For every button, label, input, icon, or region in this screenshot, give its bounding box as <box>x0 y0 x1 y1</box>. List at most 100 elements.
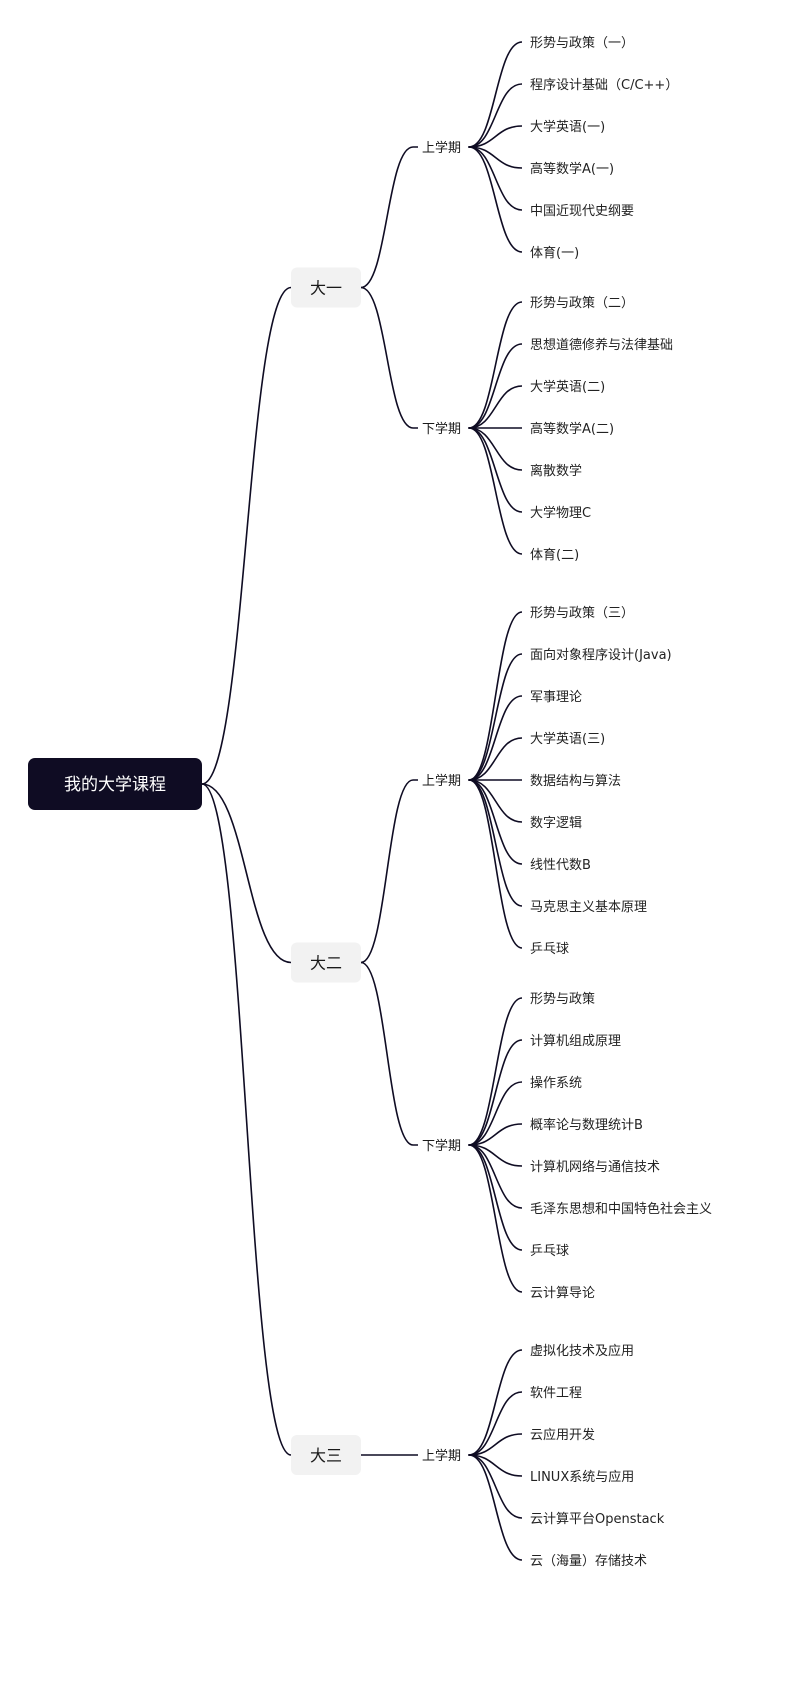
link-term-to-course <box>468 1144 523 1293</box>
link-term-to-course <box>468 385 523 429</box>
link-year-to-term <box>360 779 414 964</box>
mindmap-links <box>201 41 523 1561</box>
link-term-to-course <box>468 146 523 211</box>
link-year-to-term <box>360 961 414 1146</box>
root-node[interactable]: 我的大学课程 <box>28 758 202 810</box>
course-node[interactable]: 思想道德修养与法律基础 <box>530 337 673 353</box>
course-node[interactable]: 操作系统 <box>530 1075 582 1091</box>
link-term-to-course <box>468 1454 523 1477</box>
course-node[interactable]: 计算机组成原理 <box>530 1034 621 1049</box>
course-node[interactable]: 面向对象程序设计(Java) <box>530 647 672 663</box>
term-node-label: 上学期 <box>422 1448 461 1464</box>
link-year-to-term <box>360 146 414 289</box>
link-term-to-course <box>468 1123 523 1146</box>
link-term-to-course <box>468 737 523 781</box>
course-node[interactable]: 马克思主义基本原理 <box>530 900 647 915</box>
course-node[interactable]: 高等数学A(二) <box>530 421 614 437</box>
course-node[interactable]: 数字逻辑 <box>530 816 582 831</box>
course-node[interactable]: 大学英语(一) <box>530 119 605 135</box>
term-node[interactable]: 上学期 <box>418 137 468 157</box>
course-node[interactable]: 形势与政策（三） <box>530 605 634 621</box>
link-term-to-course <box>468 83 523 148</box>
link-term-to-course <box>468 1144 523 1209</box>
course-node[interactable]: 毛泽东思想和中国特色社会主义 <box>530 1201 712 1217</box>
link-term-to-course <box>468 41 523 148</box>
link-term-to-course <box>468 343 523 429</box>
link-term-to-course <box>468 301 523 429</box>
link-term-to-course <box>468 1454 523 1561</box>
link-term-to-course <box>468 611 523 781</box>
course-node[interactable]: 数据结构与算法 <box>530 774 621 789</box>
course-node[interactable]: 云计算导论 <box>530 1286 595 1301</box>
course-node[interactable]: 形势与政策 <box>530 991 595 1007</box>
root-node-box <box>28 758 202 810</box>
term-node-label: 下学期 <box>422 1138 461 1154</box>
term-node-bg <box>418 1135 468 1155</box>
link-root-to-year <box>201 783 292 1456</box>
course-node[interactable]: 中国近现代史纲要 <box>530 204 634 219</box>
term-node-label: 上学期 <box>422 773 461 789</box>
link-term-to-course <box>468 779 523 907</box>
link-term-to-course <box>468 427 523 471</box>
year-node-label: 大三 <box>310 1446 342 1465</box>
course-node[interactable]: 云计算平台Openstack <box>530 1512 665 1527</box>
course-node[interactable]: 云应用开发 <box>530 1427 595 1443</box>
year-node[interactable]: 大二 <box>291 942 361 983</box>
link-term-to-course <box>468 1433 523 1456</box>
year-node[interactable]: 大三 <box>291 1435 361 1475</box>
link-term-to-course <box>468 779 523 949</box>
course-node[interactable]: 体育(二) <box>530 547 579 563</box>
year-node-box <box>291 267 361 308</box>
course-node[interactable]: 大学英语(二) <box>530 379 605 395</box>
course-node[interactable]: 乒乓球 <box>530 1244 569 1259</box>
mindmap-nodes: 我的大学课程大一上学期形势与政策（一）程序设计基础（C/C++）大学英语(一)高… <box>28 35 712 1569</box>
course-node[interactable]: 高等数学A(一) <box>530 161 614 177</box>
link-term-to-course <box>468 1391 523 1456</box>
link-term-to-course <box>468 125 523 148</box>
link-term-to-course <box>468 146 523 253</box>
course-node[interactable]: 云（海量）存储技术 <box>530 1554 647 1569</box>
course-node[interactable]: 大学物理C <box>530 505 591 521</box>
term-node[interactable]: 上学期 <box>418 1445 468 1465</box>
link-term-to-course <box>468 997 523 1146</box>
course-node[interactable]: 形势与政策（一） <box>530 35 634 51</box>
link-term-to-course <box>468 653 523 781</box>
course-node[interactable]: 虚拟化技术及应用 <box>530 1343 634 1359</box>
course-node[interactable]: 软件工程 <box>530 1386 582 1401</box>
link-term-to-course <box>468 1144 523 1251</box>
year-node-label: 大二 <box>310 954 342 973</box>
year-node-box <box>291 942 361 983</box>
term-node[interactable]: 上学期 <box>418 770 468 790</box>
link-term-to-course <box>468 146 523 169</box>
term-node[interactable]: 下学期 <box>418 1135 468 1155</box>
term-node-bg <box>418 1445 468 1465</box>
link-term-to-course <box>468 1039 523 1146</box>
link-year-to-term <box>360 286 414 429</box>
course-node[interactable]: 形势与政策（二） <box>530 295 634 311</box>
year-node-label: 大一 <box>310 279 342 298</box>
link-term-to-course <box>468 427 523 555</box>
course-node[interactable]: 线性代数B <box>530 858 591 873</box>
term-node[interactable]: 下学期 <box>418 418 468 438</box>
course-node[interactable]: 大学英语(三) <box>530 731 605 747</box>
year-node-box <box>291 1435 361 1475</box>
link-term-to-course <box>468 1081 523 1146</box>
link-root-to-year <box>201 783 292 964</box>
course-node[interactable]: 概率论与数理统计B <box>530 1117 643 1133</box>
course-node[interactable]: 离散数学 <box>530 463 582 479</box>
course-node[interactable]: 乒乓球 <box>530 942 569 957</box>
course-node[interactable]: 体育(一) <box>530 245 579 261</box>
course-node[interactable]: LINUX系统与应用 <box>530 1469 634 1485</box>
link-term-to-course <box>468 1349 523 1456</box>
link-term-to-course <box>468 695 523 781</box>
course-node[interactable]: 计算机网络与通信技术 <box>530 1159 660 1175</box>
course-node[interactable]: 程序设计基础（C/C++） <box>530 78 678 93</box>
link-term-to-course <box>468 779 523 823</box>
link-term-to-course <box>468 779 523 865</box>
link-term-to-course <box>468 1454 523 1519</box>
term-node-label: 上学期 <box>422 140 461 156</box>
year-node[interactable]: 大一 <box>291 267 361 308</box>
term-node-bg <box>418 137 468 157</box>
course-node[interactable]: 军事理论 <box>530 690 582 705</box>
